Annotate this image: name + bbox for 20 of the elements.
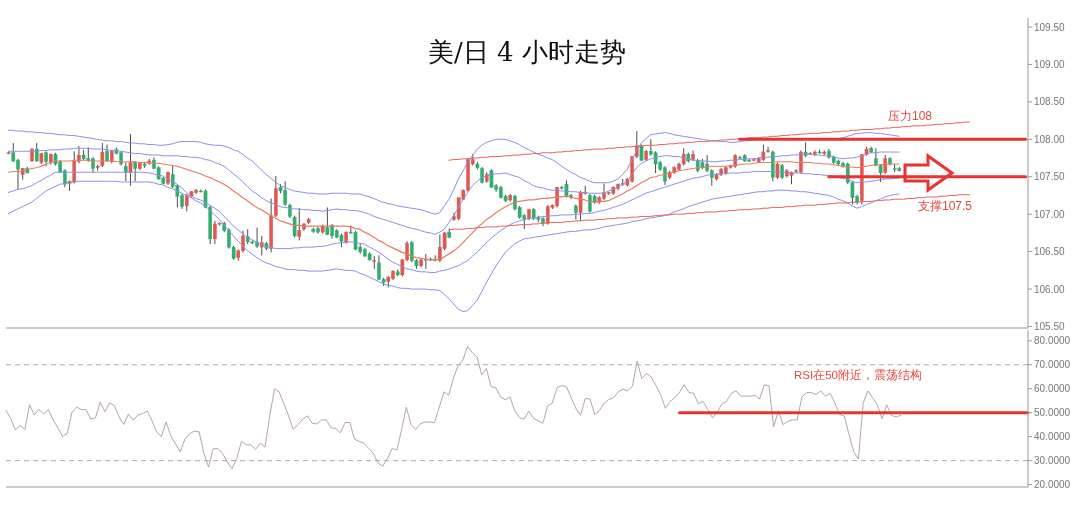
y-tick-label: 30.0000: [1034, 455, 1071, 467]
y-tick-label: 60.0000: [1034, 383, 1071, 395]
y-tick-label: 20.0000: [1034, 479, 1071, 491]
y-tick-label: 108.50: [1034, 96, 1066, 108]
annotation: 压力108: [888, 109, 933, 124]
y-tick-label: 107.50: [1034, 171, 1066, 183]
y-tick-label: 109.00: [1034, 58, 1066, 70]
y-tick-label: 106.00: [1034, 283, 1066, 295]
y-tick-label: 40.0000: [1034, 431, 1071, 443]
text: 美/日 4 小时走势: [428, 37, 626, 69]
annotation: RSI在50附近，震荡结构: [794, 368, 922, 383]
y-tick-label: 105.50: [1034, 321, 1066, 333]
y-tick-label: 70.0000: [1034, 359, 1071, 371]
y-tick-label: 106.50: [1034, 246, 1066, 258]
y-tick-label: 109.50: [1034, 21, 1066, 33]
y-tick-label: 108.00: [1034, 133, 1066, 145]
annotation: 支撑107.5: [918, 199, 973, 214]
y-tick-label: 50.0000: [1034, 407, 1071, 419]
y-tick-label: 80.0000: [1034, 335, 1071, 347]
y-tick-label: 107.00: [1034, 208, 1066, 220]
